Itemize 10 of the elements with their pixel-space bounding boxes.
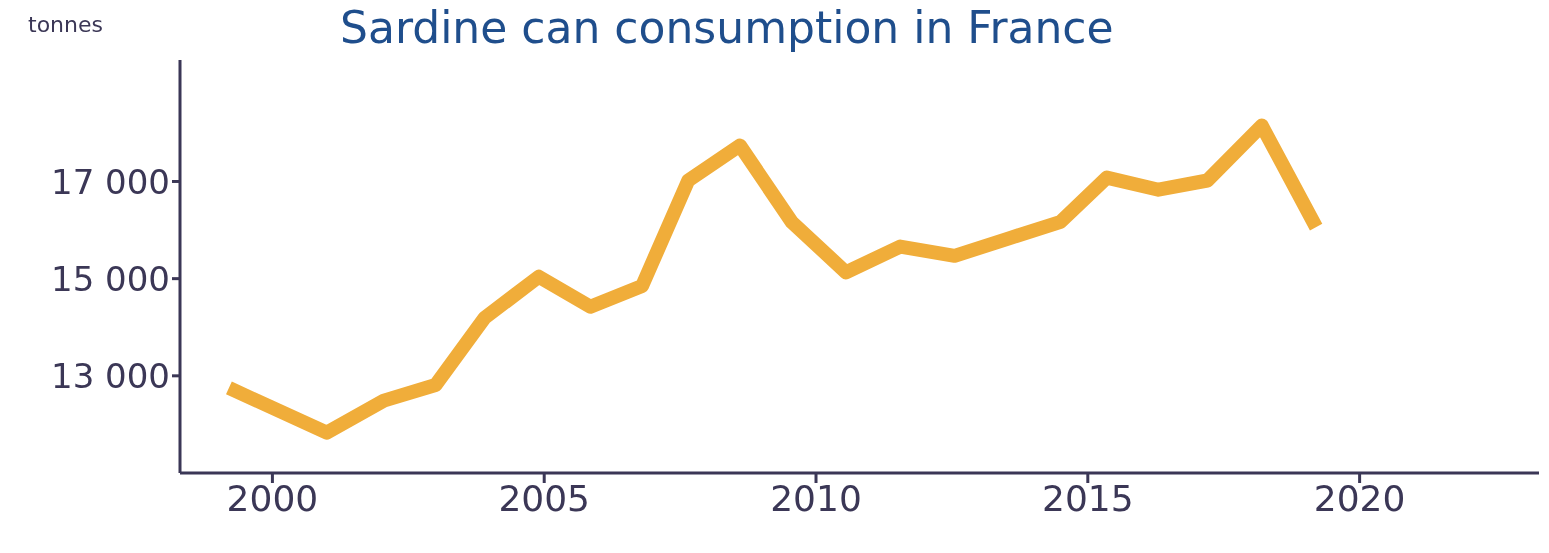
x-tick-label: 2000 — [226, 477, 319, 519]
x-tick-label: 2015 — [1042, 477, 1134, 519]
x-tick-label: 2020 — [1313, 477, 1406, 519]
x-tick-label: 2005 — [498, 477, 591, 519]
y-tick-label: 15 000 — [51, 258, 170, 299]
x-tick-label: 2010 — [770, 477, 862, 519]
y-tick-label: 13 000 — [51, 355, 170, 396]
y-axis-title: tonnes — [28, 12, 103, 37]
y-tick-label: 17 000 — [51, 161, 170, 202]
chart-title: Sardine can consumption in France — [340, 2, 1114, 53]
